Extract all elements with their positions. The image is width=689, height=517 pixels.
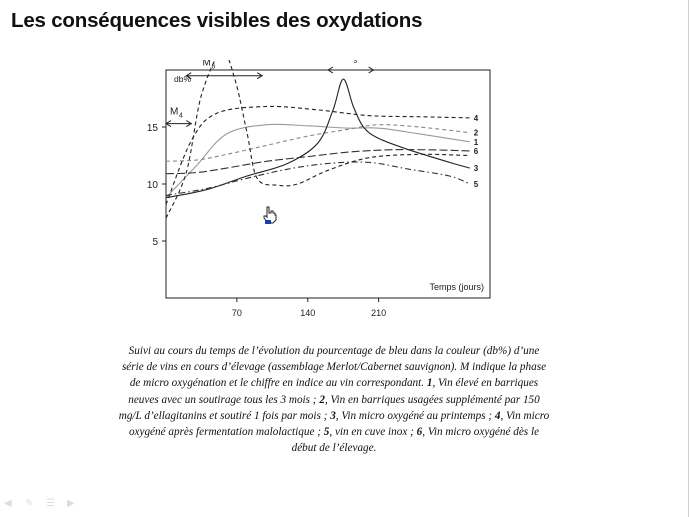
annotation-arrowhead	[327, 66, 334, 74]
slide-title: Les conséquences visibles des oxydations	[11, 9, 423, 32]
x-tick-label: 140	[300, 308, 315, 318]
annotation-arrowhead	[186, 120, 193, 128]
series-line-1	[165, 123, 470, 199]
annotation-arrowhead	[165, 120, 172, 128]
series-label: 3	[474, 164, 479, 173]
series-line-M6	[165, 60, 470, 219]
slide-controls: ◀ ✎ ☰ ▶	[4, 499, 79, 511]
series-label: 6	[474, 147, 479, 156]
series-line-6	[165, 149, 470, 175]
caption-series-number: 1	[426, 377, 433, 390]
pen-icon[interactable]: ✎	[25, 498, 34, 509]
y-axis-label: db%	[174, 74, 191, 84]
x-tick-label: 70	[232, 308, 242, 318]
annotation-arrowhead	[368, 66, 375, 74]
menu-icon[interactable]: ☰	[46, 498, 55, 509]
annotation-subscript: 6	[211, 63, 215, 70]
series-label: 1	[474, 138, 479, 147]
figure-caption: Suivi au cours du temps de l’évolution d…	[118, 345, 550, 455]
next-icon[interactable]: ▶	[67, 498, 75, 509]
y-tick-label: 5	[152, 237, 158, 248]
annotation-label: M	[202, 60, 210, 68]
caption-series-number: 6	[416, 426, 423, 439]
caption-series-number: 4	[494, 409, 501, 422]
prev-icon[interactable]: ◀	[4, 498, 12, 509]
y-tick-label: 15	[147, 123, 159, 134]
caption-series-number: 3	[330, 409, 336, 422]
annotation-subscript: 3	[353, 60, 357, 65]
series-label: 2	[474, 129, 479, 138]
series-label: 5	[474, 180, 479, 189]
annotation-label: M	[344, 60, 352, 63]
x-tick-label: 210	[371, 308, 386, 318]
x-axis-label: Temps (jours)	[429, 282, 484, 292]
caption-series-number: 2	[319, 393, 325, 406]
annotation-arrowhead	[256, 72, 264, 80]
series-line-5	[165, 161, 470, 196]
caption-series-number: 5	[323, 426, 330, 439]
annotation-subscript: 4	[179, 112, 183, 119]
hand-cursor-icon	[262, 206, 278, 229]
y-tick-label: 10	[147, 180, 159, 191]
annotation-label: M	[170, 106, 178, 117]
series-label: 4	[474, 114, 479, 123]
series-line-4	[165, 105, 470, 205]
series-line-3	[165, 78, 470, 199]
plot-frame	[165, 69, 491, 299]
annotation-arrowhead	[185, 72, 192, 80]
